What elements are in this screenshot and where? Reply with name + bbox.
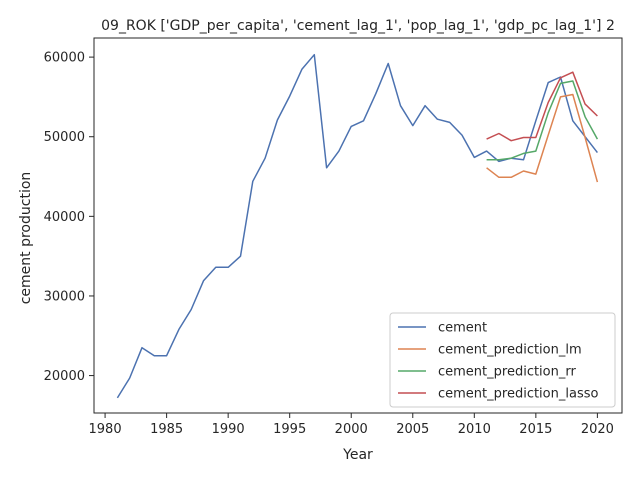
x-tick-label: 2020 [581,422,614,437]
axes-frame [93,37,623,414]
y-tick-label: 50000 [44,130,85,145]
x-tick-label: 1990 [212,422,245,437]
series-line-cement_prediction_rr [486,80,599,161]
series-line-cement_prediction_lasso [486,71,598,142]
x-tick-label: 2015 [519,422,552,437]
x-axis-label: Year [342,447,373,463]
y-tick-label: 60000 [44,51,85,66]
y-tick-label: 30000 [44,289,85,304]
series-line-cement [116,53,598,399]
y-tick-label: 40000 [44,210,85,225]
x-tick-label: 2010 [458,422,491,437]
y-axis-label: cement production [18,172,34,305]
x-tick-label: 1985 [150,422,183,437]
legend-box [389,312,616,408]
x-tick-label: 1995 [273,422,306,437]
x-tick-label: 2005 [396,422,429,437]
plot-area: 1980 1985 1990 1995 2000 2005 2010 2015 2020 2000… [44,37,623,437]
y-tick-label: 20000 [44,369,85,384]
x-tick-label: 2000 [335,422,368,437]
legend-label: cement [438,321,487,336]
chart-title: 09_ROK ['GDP_per_capita', 'cement_lag_1'… [101,18,615,34]
legend-label: cement_prediction_rr [438,365,576,380]
series-line-cement_prediction_lm [486,93,599,183]
x-tick-label: 1980 [89,422,122,437]
legend: cement cement_prediction_lm cement_predict… [389,312,616,408]
legend-label: cement_prediction_lasso [438,387,598,402]
legend-label: cement_prediction_lm [438,343,582,358]
